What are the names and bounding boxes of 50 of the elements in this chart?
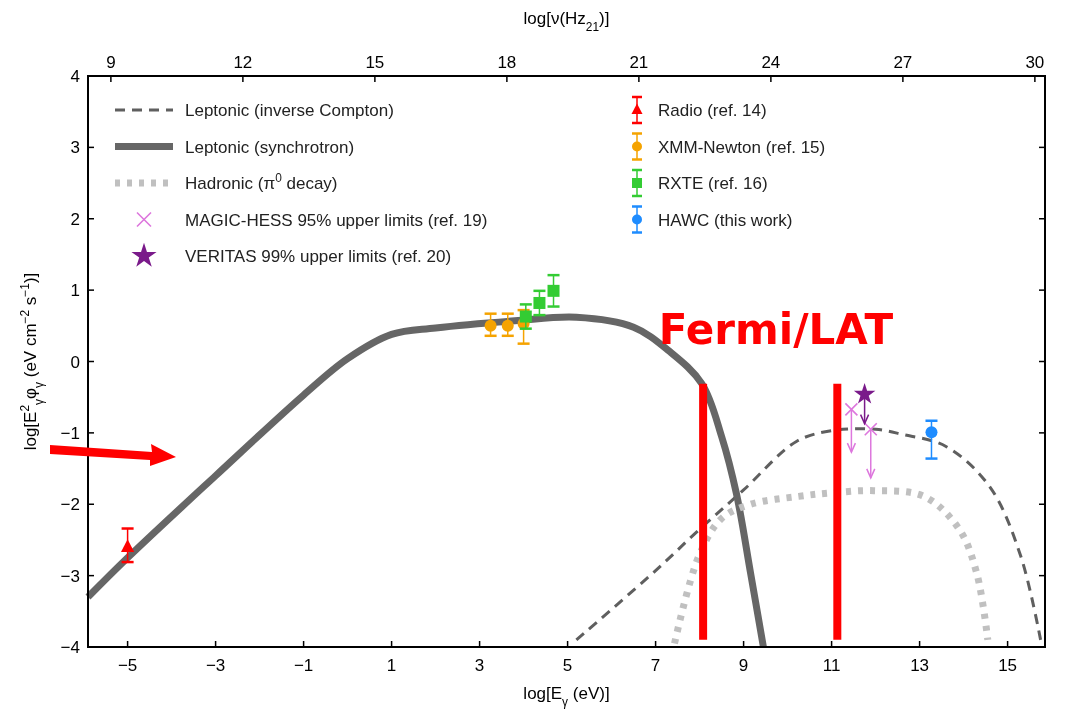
x2-tick-label: 9 <box>106 53 116 72</box>
y-tick-label: 1 <box>70 281 80 301</box>
point <box>863 422 878 437</box>
x2-tick-label: 12 <box>233 53 253 72</box>
point <box>547 284 560 297</box>
y-tick-label: −1 <box>60 423 80 443</box>
legend-label: Hadronic (π$^{0}$ decay) <box>185 171 338 193</box>
y-tick-label: −4 <box>60 638 80 657</box>
annotation: Fermi/LAT <box>658 305 894 354</box>
y-tick-label: 2 <box>70 209 80 229</box>
x2-tick-label: 27 <box>893 53 913 72</box>
point <box>925 426 938 439</box>
x-tick-label: 5 <box>562 656 573 675</box>
point <box>853 383 876 404</box>
x2-axis-title: log[ν(Hz$_{21}$)] <box>523 9 610 34</box>
x-tick-label: 13 <box>910 656 930 675</box>
point <box>844 402 859 417</box>
legend-label: Radio (ref. 14) <box>658 101 767 120</box>
y-tick-label: 0 <box>70 352 80 372</box>
legend-label: MAGIC-HESS 95% upper limits (ref. 19) <box>185 210 488 230</box>
y-tick-label: −3 <box>60 566 80 586</box>
x-tick-label: 9 <box>738 656 749 675</box>
x2-tick-label: 21 <box>629 53 649 72</box>
point <box>501 319 514 332</box>
x-tick-label: 3 <box>474 656 485 675</box>
x2-tick-label: 24 <box>761 53 781 72</box>
x-tick-label: 15 <box>998 656 1018 675</box>
legend-label: RXTE (ref. 16) <box>658 174 768 193</box>
x-tick-label: −1 <box>293 656 314 675</box>
x-tick-label: −5 <box>117 656 138 675</box>
y-tick-label: 4 <box>70 67 80 86</box>
x2-tick-label: 30 <box>1025 53 1045 72</box>
x-tick-label: 7 <box>650 656 661 675</box>
x-axis-title: log[E$_{γ}$ (eV)] <box>523 684 610 709</box>
x-tick-label: 11 <box>822 656 841 675</box>
x2-tick-label: 18 <box>497 53 517 72</box>
x-tick-label: 1 <box>386 656 397 675</box>
x-tick-label: −3 <box>205 656 226 675</box>
point <box>533 296 546 309</box>
point <box>484 319 497 332</box>
x2-tick-label: 15 <box>365 53 385 72</box>
legend-label: VERITAS 99% upper limits (ref. 20) <box>185 247 452 266</box>
point <box>121 539 135 552</box>
legend-label: HAWC (this work) <box>658 210 793 230</box>
legend-label: XMM-Newton (ref. 15) <box>658 137 826 157</box>
point <box>519 310 532 323</box>
legend-label: Leptonic (inverse Compton) <box>185 101 394 120</box>
legend-label: Leptonic (synchrotron) <box>185 137 355 157</box>
y-tick-label: 3 <box>70 138 80 158</box>
y-tick-label: −2 <box>60 495 80 515</box>
